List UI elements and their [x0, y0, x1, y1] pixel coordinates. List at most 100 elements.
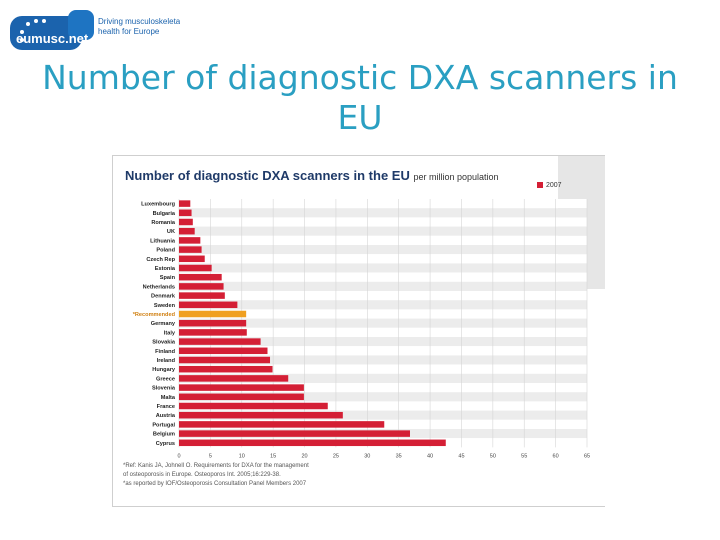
bar [179, 411, 343, 419]
category-label: Hungary [152, 367, 176, 373]
x-axis-ticks: 0 5 10 15 20 25 30 35 40 45 50 55 60 65 [177, 453, 590, 459]
bar [179, 200, 191, 207]
row-band [179, 392, 587, 402]
x-tick-label: 40 [427, 453, 433, 459]
legend-label: 2007 [546, 182, 562, 189]
row-band [179, 208, 587, 218]
row-band [179, 226, 587, 236]
eumusc-logo: eumusc.net Driving musculoskeletal healt… [10, 8, 182, 52]
chart-subtitle: per million population [413, 172, 499, 182]
footnote-line-3: *as reported by IOF/Osteoporosis Consult… [123, 481, 307, 487]
row-band [179, 272, 587, 282]
category-label: Finland [155, 349, 175, 355]
category-label: Denmark [151, 294, 176, 300]
row-band [179, 327, 587, 337]
category-label: Sweden [154, 303, 176, 309]
row-band [179, 355, 587, 365]
bar [179, 255, 205, 263]
x-tick-label: 25 [333, 453, 339, 459]
x-tick-label: 65 [584, 453, 590, 459]
bars-layer [179, 200, 446, 447]
category-label: Malta [161, 395, 176, 401]
bar [179, 237, 201, 244]
category-label: Belgium [153, 432, 175, 438]
legend-swatch [537, 182, 543, 189]
category-label: Austria [156, 413, 176, 419]
logo-graphic: eumusc.net Driving musculoskeletal healt… [10, 10, 182, 50]
row-band [179, 199, 587, 209]
row-band [179, 254, 587, 264]
slide-title: Number of diagnostic DXA scanners in EU [42, 58, 678, 137]
logo-text: eumusc.net [16, 31, 89, 46]
x-tick-label: 15 [270, 453, 276, 459]
x-tick-label: 10 [239, 453, 245, 459]
category-label: Slovakia [152, 340, 176, 346]
footnotes: *Ref: Kanis JA, Johnell O. Requirements … [123, 462, 309, 489]
category-label: Portugal [152, 422, 175, 428]
category-label: Luxembourg [141, 202, 175, 208]
bar [179, 356, 271, 364]
bar [179, 421, 385, 428]
category-label: Ireland [157, 358, 176, 364]
x-tick-label: 5 [209, 453, 212, 459]
row-band [179, 309, 587, 319]
bar [179, 264, 212, 272]
x-tick-label: 55 [521, 453, 527, 459]
category-label: Italy [164, 330, 176, 336]
x-tick-label: 20 [301, 453, 307, 459]
x-tick-label: 30 [364, 453, 370, 459]
category-label: UK [167, 229, 175, 235]
category-label: Poland [156, 248, 175, 254]
row-band [179, 410, 587, 420]
bar [179, 227, 195, 235]
category-labels: Luxembourg Bulgaria Romania UK Lithuania Pola… [133, 202, 176, 447]
bar [179, 439, 446, 447]
x-tick-label: 35 [396, 453, 402, 459]
x-tick-label: 60 [553, 453, 559, 459]
bar [179, 292, 225, 299]
bar [179, 273, 222, 281]
category-label: Spain [160, 275, 176, 281]
chart-title-text: Number of diagnostic DXA scanners in the… [125, 168, 410, 183]
row-band [179, 217, 587, 227]
bar-chart: Luxembourg Bulgaria Romania UK Lithuania Pola… [133, 199, 590, 459]
category-label: Greece [156, 376, 175, 382]
row-band [179, 318, 587, 328]
footnote-line-2: of osteoporosis in Europe. Osteoporos In… [123, 472, 281, 478]
chart-title: Number of diagnostic DXA scanners in the… [125, 168, 499, 183]
bar [179, 347, 268, 355]
bar [179, 301, 238, 309]
logo-tagline-1: Driving musculoskeletal [98, 17, 180, 26]
logo-tagline-2: health for Europe [98, 27, 160, 36]
footnote-line-1: *Ref: Kanis JA, Johnell O. Requirements … [123, 463, 309, 469]
row-band [179, 383, 587, 393]
category-label: Slovenia [152, 386, 176, 392]
row-band [179, 245, 587, 255]
bar [179, 246, 202, 253]
bar [179, 319, 247, 327]
category-label: *Recommended [133, 312, 176, 318]
category-label: Czech Rep [146, 257, 175, 263]
row-band [179, 281, 587, 291]
category-label: France [157, 404, 175, 410]
bar [179, 365, 273, 373]
row-band [179, 300, 587, 310]
bar [179, 375, 289, 382]
chart-legend: 2007 [537, 182, 562, 189]
row-band [179, 337, 587, 347]
chart-panel: Luxembourg Bulgaria Romania UK Lithuania Pola… [112, 155, 605, 507]
row-band [179, 235, 587, 245]
category-label: Cyprus [156, 441, 175, 447]
row-band [179, 291, 587, 301]
bar [179, 329, 247, 336]
category-label: Germany [151, 321, 176, 327]
bar-recommended [179, 310, 247, 318]
category-label: Bulgaria [153, 211, 176, 217]
bar [179, 209, 192, 217]
category-label: Lithuania [150, 238, 176, 244]
row-band [179, 263, 587, 273]
category-label: Netherlands [143, 284, 175, 290]
bar [179, 430, 410, 437]
row-band [179, 373, 587, 383]
bar [179, 338, 261, 345]
